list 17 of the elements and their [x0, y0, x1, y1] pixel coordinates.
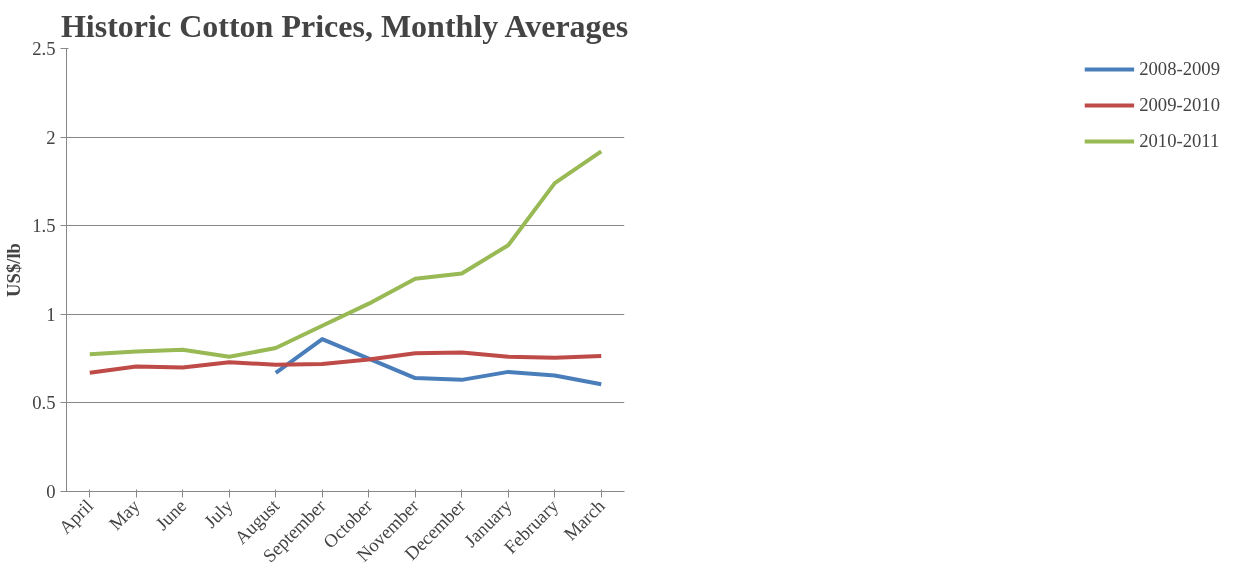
line-series — [87, 149, 604, 359]
legend-label: 2008-2009 — [1139, 58, 1220, 80]
y-tick-label: 1.5 — [32, 215, 56, 237]
y-axis-title: US$/lb — [3, 243, 25, 297]
line-series — [87, 350, 604, 375]
y-tick-label: 2 — [46, 126, 56, 148]
x-tick-label: July — [199, 494, 238, 532]
y-tick-label: 0.5 — [32, 392, 56, 414]
chart-title: Historic Cotton Prices, Monthly Averages — [60, 7, 629, 44]
y-tick-label: 2.5 — [32, 38, 56, 59]
legend-label: 2010-2011 — [1139, 130, 1220, 152]
x-tick-label: June — [151, 495, 191, 535]
y-tick-label: 0 — [46, 481, 56, 502]
line-series — [273, 337, 604, 387]
x-tick-label: May — [104, 494, 145, 535]
legend-label: 2009-2010 — [1139, 94, 1220, 116]
y-tick-label: 1 — [46, 303, 56, 325]
